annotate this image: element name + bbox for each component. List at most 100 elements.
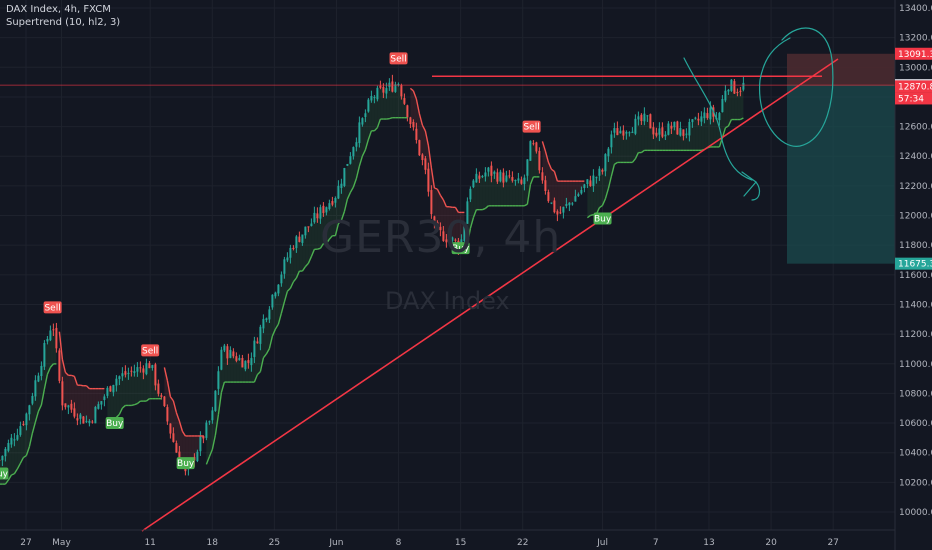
price-tag-stop [895, 47, 932, 60]
candle-body [682, 129, 685, 136]
candle-body [241, 358, 244, 368]
candle-body [508, 175, 511, 177]
short-position-zone[interactable] [787, 53, 895, 264]
candle-body [355, 142, 358, 147]
time-axis[interactable]: 27 May 11 18 25 Jun 8 15 22 Jul 7 13 20 27 [0, 529, 895, 548]
supertrend-fill-segment [623, 132, 627, 163]
supertrend-fill-segment [230, 353, 234, 383]
supertrend-fill-segment [308, 224, 312, 264]
supertrend-segment [283, 291, 289, 303]
supertrend-fill-segment [83, 385, 87, 422]
supertrend-segment [544, 150, 550, 163]
supertrend-fill-segment [131, 370, 135, 406]
symbol-legend[interactable]: DAX Index, 4h, FXCM [6, 4, 111, 15]
supertrend-fill-segment [23, 419, 27, 458]
supertrend-fill-segment [563, 181, 567, 210]
time-tick-label: 8 [396, 538, 402, 548]
candle-body [622, 130, 625, 136]
candle-body [640, 114, 643, 121]
supertrend-fill-segment [638, 117, 642, 153]
supertrend-fill-segment [383, 89, 387, 120]
candle-body [139, 367, 142, 369]
candle-body [85, 421, 88, 423]
supertrend-segment [163, 367, 169, 381]
supertrend-segment [409, 87, 414, 92]
supertrend-segment [484, 205, 489, 209]
candle-body [421, 154, 424, 161]
supertrend-fill-segment [59, 331, 63, 394]
supertrend-segment [259, 357, 265, 372]
supertrend-fill-segment [422, 125, 426, 165]
supertrend-fill-segment [737, 90, 741, 120]
candle-body [247, 360, 250, 363]
signal-label: Sell [523, 123, 539, 133]
supertrend-segment [289, 281, 295, 289]
supertrend-segment [614, 161, 618, 165]
supertrend-fill-segment [497, 176, 501, 206]
price-tick-label: 10600.00 [899, 419, 932, 429]
supertrend-segment [262, 353, 267, 359]
candle-body [685, 133, 688, 135]
supertrend-segment [73, 376, 79, 386]
supertrend-segment [11, 473, 15, 476]
candle-body [145, 363, 148, 375]
candle-body [631, 131, 634, 133]
supertrend-fill-segment [437, 189, 441, 229]
supertrend-segment [634, 152, 640, 160]
candle-body [337, 185, 340, 199]
candle-body [256, 341, 259, 344]
candle-body [400, 85, 403, 97]
supertrend-segment [28, 432, 34, 447]
supertrend-segment [7, 474, 12, 481]
supertrend-fill-segment [362, 115, 366, 157]
supertrend-fill-segment [482, 174, 486, 210]
indicator-legend[interactable]: Supertrend (10, hl2, 3) [6, 17, 121, 28]
candle-body [352, 147, 355, 157]
supertrend-segment [265, 348, 271, 355]
candle-body [160, 395, 163, 397]
candle-body [262, 318, 265, 329]
candle-body [577, 194, 580, 197]
supertrend-fill-segment [86, 385, 90, 423]
supertrend-fill-segment [311, 217, 315, 257]
supertrend-segment [181, 430, 186, 437]
supertrend-segment [49, 363, 54, 368]
supertrend-segment [349, 186, 354, 193]
candle-body [364, 113, 367, 117]
supertrend-fill-segment [734, 87, 738, 120]
candle-body [655, 132, 658, 136]
candle-body [661, 127, 664, 137]
supertrend-segment [253, 374, 259, 383]
supertrend-fill-segment [431, 167, 435, 221]
candle-body [493, 171, 496, 174]
supertrend-fill-segment [671, 124, 675, 151]
candle-body [52, 329, 55, 331]
candle-body [478, 175, 481, 179]
candle-body [166, 407, 169, 422]
candle-body [37, 375, 40, 382]
supertrend-segment [172, 400, 178, 413]
candle-body [109, 386, 112, 392]
candle-body [34, 380, 37, 397]
supertrend-segment [13, 468, 18, 475]
supertrend-fill-segment [614, 130, 618, 165]
candle-body [586, 179, 589, 184]
supertrend-fill-segment [485, 169, 489, 209]
price-axis[interactable]: 13400.0013200.0013091.3113000.0012879.94… [894, 0, 932, 550]
supertrend-fill-segment [728, 85, 732, 127]
supertrend-segment [482, 207, 486, 211]
supertrend-segment [328, 235, 333, 240]
supertrend-fill-segment [374, 93, 378, 131]
price-tag-supertrend [895, 80, 932, 93]
candle-body [598, 168, 601, 176]
candle-body [265, 318, 268, 321]
signal-label: Sell [390, 54, 406, 64]
supertrend-fill-segment [80, 385, 84, 421]
candle-body [718, 113, 721, 121]
supertrend-segment [472, 209, 478, 218]
supertrend-segment [601, 198, 607, 206]
supertrend-fill-segment [626, 132, 630, 163]
supertrend-fill-segment [305, 226, 309, 267]
supertrend-fill-segment [440, 195, 444, 237]
